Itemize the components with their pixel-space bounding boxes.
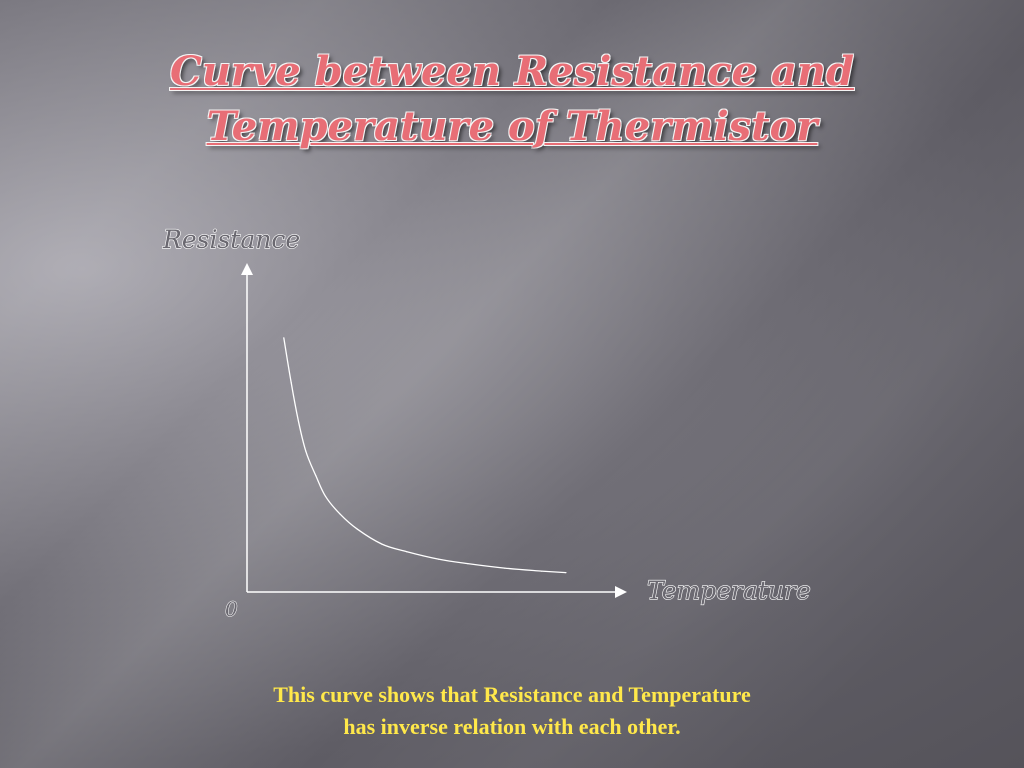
- curve-point-4: [315, 474, 317, 476]
- slide-title: Curve between Resistance and Temperature…: [112, 44, 912, 154]
- caption: This curve shows that Resistance and Tem…: [162, 679, 862, 743]
- curve-point-2: [297, 420, 300, 423]
- curve-points: [283, 337, 567, 574]
- origin-label: 0: [225, 597, 238, 621]
- x-axis-label: Temperature: [647, 576, 811, 605]
- curve-point-6: [339, 513, 341, 515]
- y-axis-arrow: [241, 263, 253, 275]
- title-line-2: Temperature of Thermistor: [206, 103, 818, 150]
- caption-line-1: This curve shows that Resistance and Tem…: [273, 682, 751, 707]
- curve-point-1: [290, 382, 292, 384]
- curve-point-3: [305, 450, 307, 452]
- curve-point-5: [324, 495, 327, 497]
- resistance-curve: [283, 337, 566, 574]
- title-line-1: Curve between Resistance and: [170, 48, 854, 95]
- curve-point-10: [437, 558, 439, 560]
- caption-line-2: has inverse relation with each other.: [343, 714, 681, 739]
- curve-point-11: [467, 563, 469, 565]
- curve-point-9: [405, 551, 408, 553]
- x-axis-arrow: [615, 586, 627, 598]
- curve-point-0: [283, 337, 285, 339]
- y-axis-label: Resistance: [162, 225, 300, 254]
- curve-point-12: [504, 567, 506, 569]
- curve-point-13: [540, 570, 543, 572]
- curve-point-7: [356, 528, 358, 530]
- curve-point-14: [565, 572, 567, 574]
- curve-point-8: [381, 543, 383, 545]
